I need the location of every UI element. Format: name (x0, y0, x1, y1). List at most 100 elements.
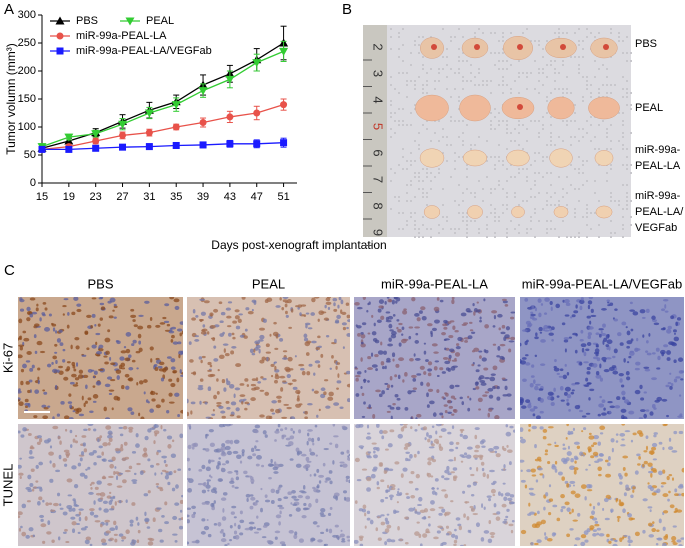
cell (210, 443, 215, 447)
cell (571, 392, 575, 395)
cell (170, 383, 175, 387)
cell (124, 357, 130, 361)
cell (663, 527, 666, 531)
cell (631, 329, 634, 332)
cell (355, 368, 358, 370)
gauze-texture (470, 80, 472, 82)
gauze-texture (630, 132, 632, 134)
gauze-texture (426, 204, 428, 206)
cell (164, 460, 167, 463)
cell (410, 390, 416, 392)
cell (193, 309, 196, 314)
gauze-texture (526, 168, 528, 170)
x-tick-label: 23 (90, 191, 102, 203)
cell (279, 338, 283, 342)
cell (165, 464, 168, 467)
gauze-texture (598, 148, 600, 150)
cell (573, 467, 578, 470)
cell (452, 425, 454, 429)
gauze-texture (630, 60, 632, 62)
legend-label: PBS (76, 15, 98, 27)
cell (143, 379, 148, 383)
cell (210, 365, 213, 368)
cell (297, 398, 300, 402)
gauze-texture (590, 96, 592, 98)
gauze-texture (490, 32, 492, 34)
cell (427, 323, 433, 326)
cell (74, 337, 79, 340)
cell (430, 508, 436, 511)
gauze-texture (586, 180, 588, 182)
cell (452, 360, 458, 362)
x-tick-label: 35 (170, 191, 182, 203)
cell (428, 523, 431, 526)
cell (167, 482, 170, 485)
cell (357, 307, 363, 310)
cell (591, 444, 594, 447)
gauze-texture (470, 220, 472, 222)
cell (304, 411, 308, 415)
cell (210, 325, 216, 329)
panel-label: C (4, 262, 15, 279)
cell (200, 378, 204, 382)
cell (103, 508, 108, 512)
cell (124, 346, 126, 348)
cell (437, 297, 440, 301)
cell (253, 502, 258, 506)
gauze-texture (626, 192, 628, 194)
cell (98, 345, 103, 349)
gauze-texture (422, 188, 424, 190)
cell (482, 468, 484, 471)
cell (597, 502, 600, 506)
gauze-texture (590, 212, 592, 214)
cell (503, 468, 505, 471)
gauze-texture (582, 96, 584, 98)
cell (155, 367, 159, 371)
gauze-texture (570, 236, 572, 238)
marker (146, 143, 153, 150)
cell (589, 321, 591, 325)
cell (18, 388, 21, 391)
cell (79, 370, 83, 374)
cell (493, 446, 499, 450)
cell (144, 301, 149, 304)
gauze-texture (550, 204, 552, 206)
cell (373, 450, 376, 453)
gauze-texture (578, 232, 580, 234)
gauze-texture (494, 212, 496, 214)
cell (169, 401, 175, 403)
cell (623, 358, 625, 362)
cell (222, 463, 226, 465)
gauze-texture (398, 108, 400, 110)
gauze-texture (518, 124, 520, 126)
cell (297, 452, 300, 456)
cell (648, 333, 650, 337)
cell (420, 366, 425, 370)
gauze-texture (426, 84, 428, 86)
cell (231, 506, 236, 509)
cell (474, 450, 479, 453)
cell (80, 457, 83, 461)
cell (460, 434, 463, 437)
cell (642, 464, 644, 468)
cell (549, 498, 553, 501)
cell (525, 341, 528, 345)
cell (280, 541, 285, 544)
cell (144, 493, 149, 496)
cell (313, 488, 318, 492)
cell (164, 501, 167, 505)
cell (98, 369, 104, 371)
cell (158, 366, 163, 369)
cell (341, 530, 343, 532)
cell (127, 407, 132, 411)
cell (128, 367, 133, 370)
cell (373, 466, 378, 470)
cell (115, 525, 118, 530)
cell (93, 385, 96, 387)
tumor (595, 150, 613, 165)
cell (368, 332, 371, 334)
gauze-texture (494, 216, 496, 218)
cell (243, 471, 247, 474)
cell (346, 476, 350, 479)
gauze-texture (558, 32, 560, 34)
